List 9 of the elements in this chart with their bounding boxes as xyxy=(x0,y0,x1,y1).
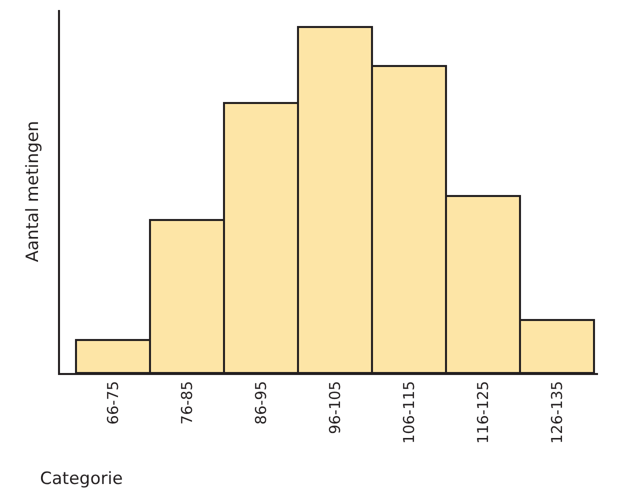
x-tick-label: 76-85 xyxy=(178,381,196,425)
x-tick-label: 96-105 xyxy=(326,381,344,434)
x-tick-label: 126-135 xyxy=(548,381,566,444)
x-tick-label: 86-95 xyxy=(252,381,270,425)
x-axis-title: Categorie xyxy=(40,469,123,489)
y-axis-title: Aantal metingen xyxy=(23,120,44,262)
x-tick-label: 116-125 xyxy=(474,381,492,444)
x-tick-label: 66-75 xyxy=(104,381,122,425)
x-tick-label: 106-115 xyxy=(400,381,418,444)
